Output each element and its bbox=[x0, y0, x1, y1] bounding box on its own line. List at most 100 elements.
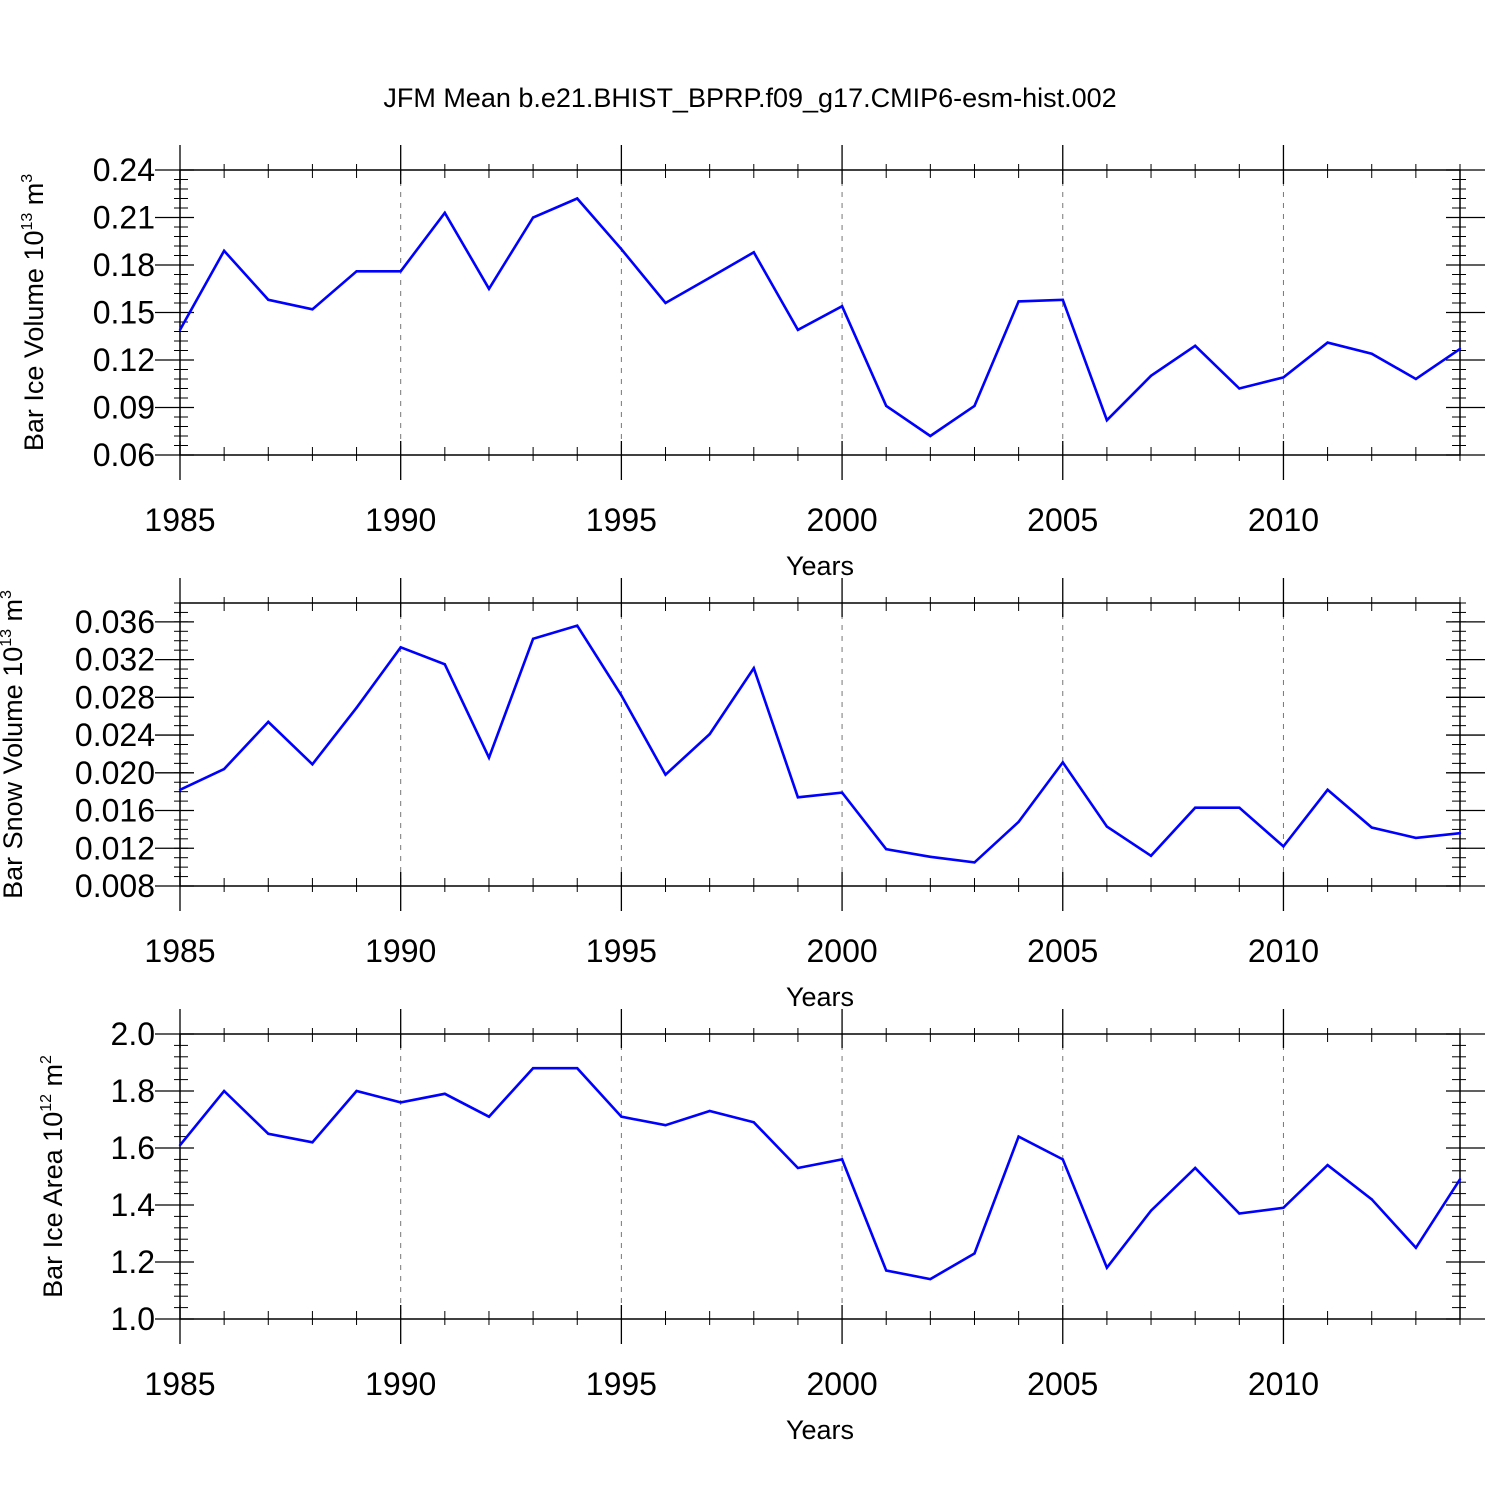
data-point bbox=[576, 197, 579, 200]
data-point bbox=[487, 287, 491, 290]
x-tick-label: 2010 bbox=[1248, 502, 1319, 538]
data-point bbox=[267, 298, 270, 302]
data-point bbox=[443, 663, 447, 666]
y-tick-label: 0.028 bbox=[75, 679, 155, 715]
y-axis-label-unit-exponent: 3 bbox=[0, 590, 15, 599]
x-tick-label: 2000 bbox=[806, 1366, 877, 1402]
x-axis-label: Years bbox=[786, 1415, 854, 1445]
data-point bbox=[1282, 845, 1285, 848]
data-point bbox=[1326, 341, 1329, 344]
data-point bbox=[311, 308, 314, 311]
data-point bbox=[178, 1143, 182, 1147]
data-point bbox=[840, 304, 844, 308]
data-point bbox=[1414, 836, 1418, 840]
data-point bbox=[1326, 1163, 1329, 1167]
data-point bbox=[311, 763, 314, 766]
y-tick-label: 1.2 bbox=[111, 1244, 155, 1280]
data-point bbox=[267, 720, 270, 724]
data-point bbox=[1105, 418, 1109, 422]
y-tick-label: 1.8 bbox=[111, 1073, 155, 1109]
x-tick-label: 1995 bbox=[586, 1366, 657, 1402]
x-tick-label: 1990 bbox=[365, 502, 436, 538]
data-point bbox=[355, 270, 358, 273]
data-point bbox=[1061, 1158, 1064, 1161]
x-tick-label: 1985 bbox=[144, 933, 215, 969]
data-point bbox=[1105, 825, 1109, 828]
x-tick-label: 1990 bbox=[365, 1366, 436, 1402]
data-point bbox=[664, 301, 667, 305]
y-tick-label: 0.21 bbox=[93, 200, 155, 236]
data-point bbox=[973, 1252, 976, 1255]
y-axis-label: Bar Snow Volume 1013 m3 bbox=[0, 590, 28, 899]
data-point bbox=[1238, 1212, 1241, 1215]
y-tick-label: 0.024 bbox=[75, 717, 155, 753]
y-tick-label: 0.12 bbox=[93, 342, 155, 378]
y-axis-label-exponent: 12 bbox=[38, 1094, 55, 1112]
data-point bbox=[267, 1132, 270, 1135]
data-point bbox=[620, 1115, 623, 1118]
data-point bbox=[929, 855, 932, 858]
data-point bbox=[222, 1089, 226, 1093]
x-axis-label: Years bbox=[786, 982, 854, 1012]
figure-title: JFM Mean b.e21.BHIST_BPRP.f09_g17.CMIP6-… bbox=[383, 83, 1116, 113]
data-point bbox=[840, 791, 844, 794]
x-tick-label: 2000 bbox=[806, 933, 877, 969]
y-axis-label-unit: m bbox=[38, 1064, 68, 1094]
y-axis-label-exponent: 13 bbox=[19, 213, 36, 231]
data-point bbox=[1061, 761, 1064, 764]
y-axis-label-unit-exponent: 2 bbox=[38, 1055, 55, 1064]
data-point bbox=[1414, 377, 1418, 381]
data-point bbox=[1105, 1266, 1109, 1269]
x-tick-label: 2005 bbox=[1027, 933, 1098, 969]
data-point bbox=[178, 328, 182, 332]
y-tick-label: 0.020 bbox=[75, 755, 155, 791]
data-point bbox=[885, 404, 888, 408]
data-point bbox=[576, 624, 579, 627]
x-tick-label: 2010 bbox=[1248, 933, 1319, 969]
data-point bbox=[620, 694, 623, 697]
data-point bbox=[1370, 352, 1373, 355]
y-tick-label: 0.18 bbox=[93, 247, 155, 283]
y-axis-label: Bar Ice Volume 1013 m3 bbox=[19, 174, 49, 451]
data-point bbox=[1193, 344, 1197, 347]
y-tick-label: 0.24 bbox=[93, 152, 155, 188]
plot-frame bbox=[179, 169, 1461, 456]
data-point bbox=[796, 796, 800, 799]
series-line-1 bbox=[178, 1066, 1462, 1281]
y-tick-label: 1.4 bbox=[111, 1187, 155, 1223]
y-axis-label-unit: m bbox=[0, 599, 28, 629]
data-point bbox=[752, 1121, 755, 1124]
y-axis-label-text: Bar Ice Volume 10 bbox=[19, 231, 49, 452]
data-point bbox=[311, 1141, 314, 1144]
data-point bbox=[222, 767, 226, 771]
data-point bbox=[222, 249, 226, 252]
data-point bbox=[355, 706, 358, 709]
x-tick-label: 1995 bbox=[586, 933, 657, 969]
plot-frame bbox=[179, 602, 1461, 887]
panels: 1985 1990 1995 2000 2005 2010 Years 0.06 0.09 0.1… bbox=[0, 145, 1485, 1445]
data-point bbox=[443, 1092, 447, 1096]
data-point bbox=[576, 1067, 579, 1070]
x-tick-label: 2005 bbox=[1027, 1366, 1098, 1402]
y-tick-label: 0.06 bbox=[93, 437, 155, 473]
x-tick-label: 1985 bbox=[144, 502, 215, 538]
data-point bbox=[1061, 298, 1064, 302]
data-point bbox=[1017, 300, 1020, 303]
data-point bbox=[443, 211, 447, 214]
series-line-1 bbox=[179, 624, 1461, 864]
data-point bbox=[1458, 1178, 1462, 1181]
data-point bbox=[1149, 374, 1153, 378]
y-axis-label-text: Bar Ice Area 10 bbox=[38, 1112, 68, 1298]
data-point bbox=[399, 270, 402, 273]
y-tick-label: 0.012 bbox=[75, 830, 155, 866]
data-point bbox=[929, 434, 932, 438]
data-point bbox=[1193, 1166, 1197, 1170]
series-line-1 bbox=[178, 196, 1461, 438]
data-point bbox=[885, 848, 888, 851]
data-point bbox=[708, 1109, 711, 1113]
data-point bbox=[1370, 1198, 1373, 1201]
data-point bbox=[1017, 1135, 1020, 1138]
y-tick-label: 1.6 bbox=[111, 1130, 155, 1166]
data-point bbox=[752, 666, 755, 670]
